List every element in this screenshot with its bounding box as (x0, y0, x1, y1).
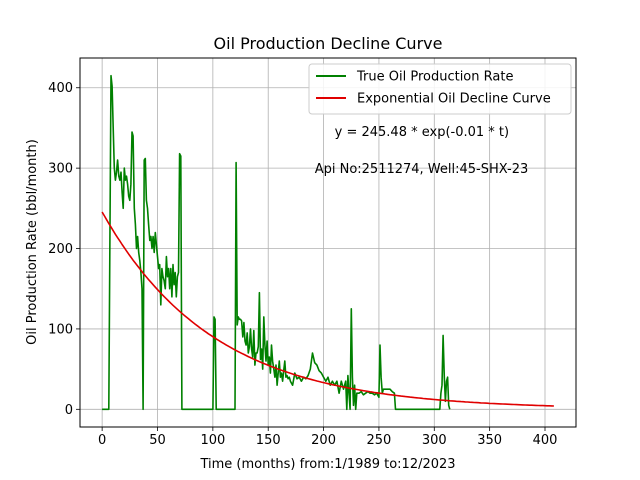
legend-box (308, 63, 572, 115)
x-tick-label: 350 (477, 433, 502, 448)
x-tick-label: 0 (98, 433, 106, 448)
y-tick-label: 400 (48, 81, 73, 96)
y-tick-label: 300 (48, 162, 73, 177)
x-tick-label: 200 (311, 433, 336, 448)
chart-title: Oil Production Decline Curve (214, 34, 443, 53)
x-tick-label: 300 (422, 433, 447, 448)
x-tick-label: 250 (367, 433, 392, 448)
legend-label: True Oil Production Rate (356, 70, 513, 85)
legend-label: Exponential Oil Decline Curve (357, 92, 551, 107)
x-tick-label: 400 (533, 433, 558, 448)
x-axis-label: Time (months) from:1/1989 to:12/2023 (199, 457, 455, 472)
y-tick-label: 100 (48, 322, 73, 337)
y-tick-label: 0 (65, 403, 73, 418)
annotations: y = 245.48 * exp(-0.01 * t) Api No:251127… (315, 125, 529, 177)
true-production-line (102, 74, 451, 411)
exponential-decline-line (101, 211, 554, 407)
plot-area-border (79, 57, 577, 428)
legend: True Oil Production Rate Exponential Oil … (308, 63, 572, 115)
equation-annotation: y = 245.48 * exp(-0.01 * t) (335, 125, 509, 140)
x-tick-label: 150 (256, 433, 281, 448)
series-layer (101, 74, 554, 411)
x-tick-label: 50 (149, 433, 166, 448)
ticks: 0 50 100 150 200 250 300 350 400 0 100 200 300 400 (48, 81, 557, 448)
y-axis-label: Oil Production Rate (bbl/month) (25, 139, 40, 345)
well-annotation: Api No:2511274, Well:45-SHX-23 (315, 162, 529, 177)
legend-items: True Oil Production Rate Exponential Oil … (316, 70, 551, 107)
y-tick-label: 200 (48, 242, 73, 257)
x-tick-label: 100 (200, 433, 225, 448)
